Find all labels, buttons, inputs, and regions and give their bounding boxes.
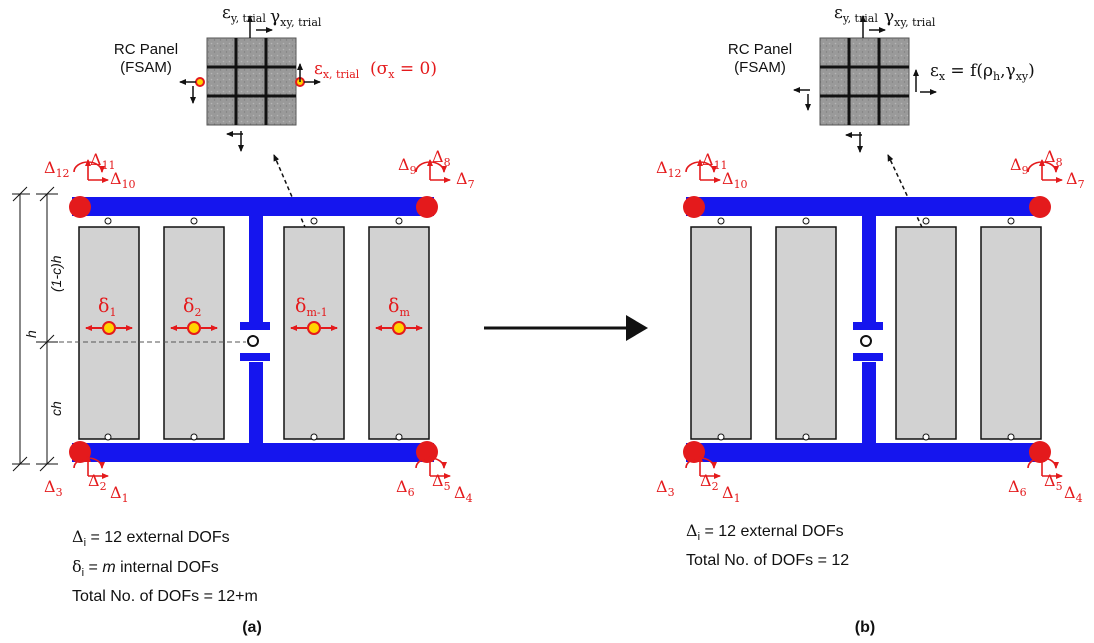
panel-label-b-1: RC Panel <box>728 41 792 58</box>
dof-2-a: Δ2 <box>88 471 107 493</box>
dof-6-a: Δ6 <box>396 477 415 499</box>
caption-a: (a) <box>242 619 262 636</box>
frame-b <box>686 197 1042 462</box>
dof-8-b: Δ8 <box>1044 147 1063 169</box>
dof-7-a: Δ7 <box>456 169 475 191</box>
rc-panel-a <box>195 37 305 126</box>
eps-y-trial-a: εy, trial <box>222 3 266 25</box>
center-hinge-a <box>247 335 259 347</box>
center-hinge-b <box>860 335 872 347</box>
dof-11-b: Δ11 <box>702 150 728 172</box>
eps-x-trial-a: εx, trial <box>314 59 360 81</box>
notes-a-line3: Total No. of DOFs = 12+m <box>72 588 258 605</box>
struts-b <box>690 226 1042 440</box>
eps-x-function-b: εx = f(ρh,γxy) <box>930 61 1035 83</box>
internal-dof-nodes <box>102 321 406 335</box>
dof-12-b: Δ12 <box>656 158 682 180</box>
dof-12-a: Δ12 <box>44 158 70 180</box>
strut-hinges-a <box>104 217 403 441</box>
gamma-xy-trial-a: γxy, trial <box>270 7 322 29</box>
dimension-lines-a <box>12 186 58 472</box>
panel-b-axes <box>793 15 937 241</box>
dof-5-a: Δ5 <box>432 471 451 493</box>
dof-1-a: Δ1 <box>110 483 129 505</box>
notes-b-line2: Total No. of DOFs = 12 <box>686 552 849 569</box>
delta-m-label: δm <box>388 295 410 319</box>
gamma-xy-trial-b: γxy, trial <box>884 7 936 29</box>
notes-a-line1: Δi = 12 external DOFs <box>72 527 230 549</box>
panel-label-b-2: (FSAM) <box>734 59 786 76</box>
notes-b-line1: Δi = 12 external DOFs <box>686 521 844 543</box>
eps-y-trial-b: εy, trial <box>834 3 878 25</box>
delta-1-label: δ1 <box>98 295 116 319</box>
panel-label-a-1: RC Panel <box>114 41 178 58</box>
rc-panel-b <box>819 37 910 126</box>
ext-dof-arrows-b <box>685 159 1063 479</box>
panel-label-a-2: (FSAM) <box>120 59 172 76</box>
sigma-x-zero-note: (σx = 0) <box>370 59 437 81</box>
dim-ch: ch <box>48 401 64 416</box>
dof-3-b: Δ3 <box>656 477 675 499</box>
dof-7-b: Δ7 <box>1066 169 1085 191</box>
dim-h: h <box>23 330 39 338</box>
dof-8-a: Δ8 <box>432 147 451 169</box>
notes-a-line2: δi = m internal DOFs <box>72 557 219 579</box>
dof-5-b: Δ5 <box>1044 471 1063 493</box>
dof-4-b: Δ4 <box>1064 483 1083 505</box>
frame-a <box>72 197 434 462</box>
dof-1-b: Δ1 <box>722 483 741 505</box>
delta-m-1-label: δm-1 <box>295 295 328 319</box>
dim-1-c-h: (1-c)h <box>48 255 64 292</box>
dof-2-b: Δ2 <box>700 471 719 493</box>
dof-9-b: Δ9 <box>1010 155 1029 177</box>
ext-dof-arrows-a <box>73 159 451 479</box>
dof-3-a: Δ3 <box>44 477 63 499</box>
transition-arrow <box>484 315 648 341</box>
delta-2-label: δ2 <box>183 295 201 319</box>
strut-hinges-b <box>717 217 1015 441</box>
dof-4-a: Δ4 <box>454 483 473 505</box>
dof-11-a: Δ11 <box>90 150 116 172</box>
dof-10-b: Δ10 <box>722 169 748 191</box>
dof-6-b: Δ6 <box>1008 477 1027 499</box>
dof-10-a: Δ10 <box>110 169 136 191</box>
dof-9-a: Δ9 <box>398 155 417 177</box>
caption-b: (b) <box>855 619 875 636</box>
